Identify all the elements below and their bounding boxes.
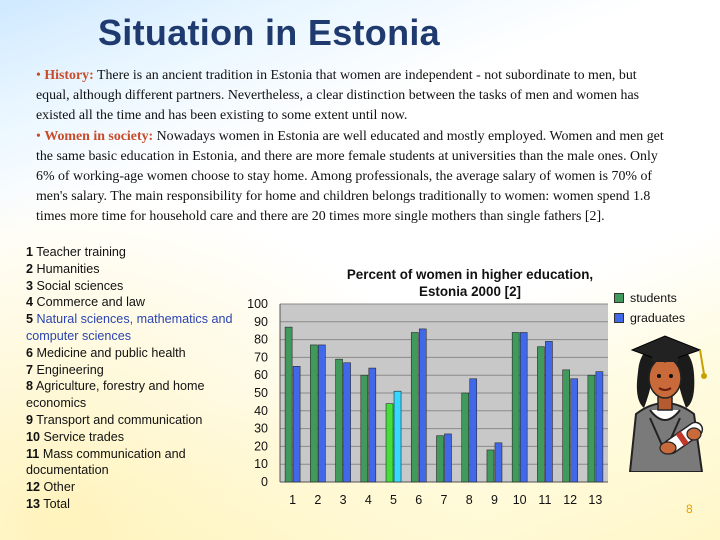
page-number: 8	[686, 502, 693, 516]
category-item: 8 Agriculture, forestry and home economi…	[26, 379, 205, 411]
category-item: 1 Teacher training	[26, 245, 126, 259]
bullet-history: •	[36, 68, 41, 83]
category-item: 5 Natural sciences, mathematics and comp…	[26, 312, 233, 343]
chart-title: Percent of women in higher education, Es…	[320, 266, 620, 300]
chart-title-line1: Percent of women in higher education,	[346, 267, 594, 282]
chart-title-line2: Estonia 2000 [2]	[419, 284, 521, 299]
history-label: History:	[44, 68, 94, 83]
slide-title: Situation in Estonia	[98, 12, 441, 53]
legend-item-graduates: graduates	[614, 308, 685, 328]
category-list: 1 Teacher training 2 Humanities 3 Social…	[26, 244, 241, 513]
category-item: 4 Commerce and law	[26, 295, 146, 310]
legend-swatch-graduates	[614, 313, 624, 323]
category-item: 12 Other	[26, 480, 76, 495]
bullet-women: •	[36, 128, 41, 144]
category-item: 6 Medicine and public health	[26, 345, 186, 360]
category-item: 11 Mass communication and documentation	[26, 446, 186, 478]
category-item: 13 Total	[26, 496, 70, 511]
category-item: 3 Social sciences	[26, 278, 124, 293]
category-item: 7 Engineering	[26, 362, 104, 377]
women-in-society-paragraph: Nowadays women in Estonia are well educa…	[36, 128, 664, 225]
category-item: 2 Humanities	[26, 261, 100, 276]
legend-item-students: students	[614, 288, 685, 308]
graduate-illustration	[628, 335, 707, 472]
category-item: 9 Transport and communication	[26, 412, 203, 427]
legend-label-students: students	[630, 291, 677, 305]
chart-legend: students graduates	[614, 288, 685, 328]
legend-swatch-students	[614, 293, 624, 303]
history-paragraph: There is an ancient tradition in Estonia…	[36, 68, 640, 124]
women-in-society-label: Women in society:	[44, 128, 154, 144]
category-item: 10 Service trades	[26, 429, 125, 444]
body-text: • History: There is an ancient tradition…	[36, 66, 672, 228]
legend-label-graduates: graduates	[630, 311, 686, 325]
